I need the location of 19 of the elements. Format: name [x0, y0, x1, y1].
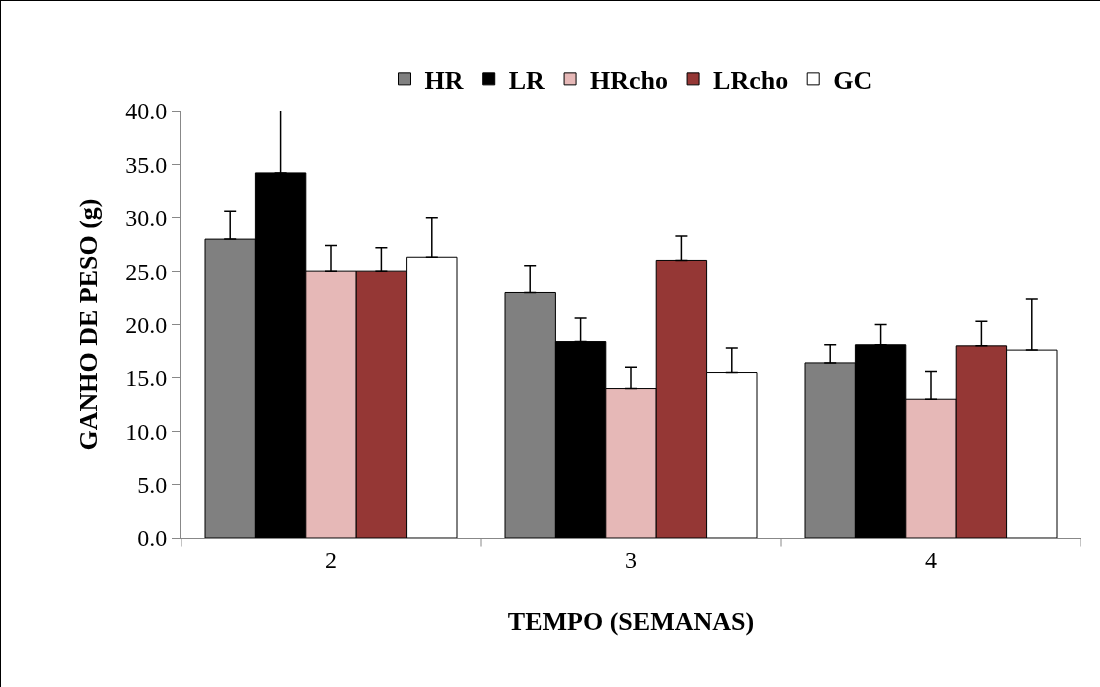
legend-label: HRcho — [590, 66, 669, 95]
y-tick-label: 0.0 — [137, 525, 168, 552]
x-tick-label: 4 — [925, 546, 937, 573]
x-tick-label: 3 — [625, 546, 637, 573]
y-tick-label: 35.0 — [125, 151, 168, 178]
y-tick-label: 25.0 — [125, 258, 168, 285]
legend-label: LR — [508, 66, 546, 95]
y-tick-label: 30.0 — [125, 205, 168, 232]
y-tick-label: 15.0 — [125, 365, 168, 392]
x-axis-title: TEMPO (SEMANAS) — [507, 607, 755, 637]
y-tick-label: 5.0 — [137, 472, 168, 499]
legend-label: HR — [424, 66, 464, 95]
x-tick-label: 2 — [325, 546, 337, 573]
y-axis-title: GANHO DE PESO (g) — [73, 198, 103, 451]
y-tick-label: 20.0 — [125, 311, 168, 338]
y-tick-label: 10.0 — [125, 418, 168, 445]
legend-label: LRcho — [713, 66, 789, 95]
y-tick-label: 40.0 — [125, 98, 168, 125]
legend-label: GC — [833, 66, 873, 95]
